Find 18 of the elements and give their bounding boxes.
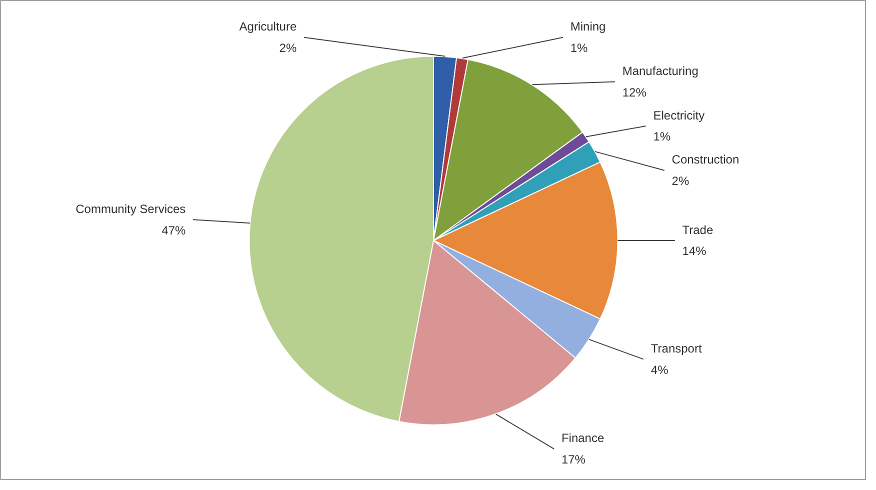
data-label: 47%: [162, 223, 186, 238]
data-label: 2%: [279, 41, 297, 56]
slice-label: Construction: [672, 152, 740, 167]
slice-label: Trade: [682, 222, 714, 237]
slice-label: Manufacturing: [622, 64, 698, 78]
data-label: 4%: [650, 362, 669, 377]
slice-label: Electricity: [653, 108, 705, 122]
data-label: 1%: [653, 130, 671, 144]
slice-label: Community Services: [76, 202, 186, 216]
slice-label: Transport: [650, 342, 702, 356]
slice-label: Mining: [570, 20, 606, 34]
data-label: 2%: [672, 174, 690, 188]
data-label: 12%: [622, 85, 647, 100]
slice-label: Agriculture: [239, 20, 297, 34]
data-label: 17%: [561, 452, 586, 467]
data-label: 14%: [682, 244, 707, 258]
data-label: 1%: [570, 41, 588, 56]
slice-label: Finance: [561, 431, 604, 446]
